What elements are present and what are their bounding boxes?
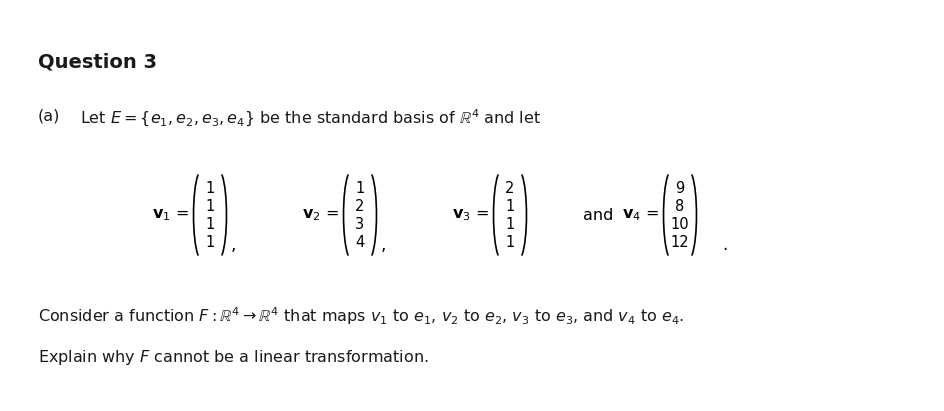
- Text: 1: 1: [205, 217, 214, 231]
- Text: 1: 1: [505, 199, 514, 213]
- Text: 3: 3: [355, 217, 364, 231]
- Text: and: and: [582, 208, 613, 222]
- Text: 10: 10: [670, 217, 688, 231]
- Text: Explain why $F$ cannot be a linear transformation.: Explain why $F$ cannot be a linear trans…: [38, 348, 429, 367]
- Text: ,: ,: [380, 236, 386, 254]
- Text: Let $E = \{e_1, e_2, e_3, e_4\}$ be the standard basis of $\mathbb{R}^4$ and let: Let $E = \{e_1, e_2, e_3, e_4\}$ be the …: [80, 108, 541, 129]
- Text: $\mathbf{v}_4$ =: $\mathbf{v}_4$ =: [621, 207, 658, 223]
- Text: 1: 1: [505, 217, 514, 231]
- Text: 12: 12: [670, 235, 688, 249]
- Text: 1: 1: [205, 180, 214, 196]
- Text: Consider a function $F : \mathbb{R}^4 \rightarrow \mathbb{R}^4$ that maps $\math: Consider a function $F : \mathbb{R}^4 \r…: [38, 305, 683, 327]
- Text: 1: 1: [505, 235, 514, 249]
- Text: 9: 9: [675, 180, 683, 196]
- Text: .: .: [721, 236, 727, 254]
- Text: 8: 8: [675, 199, 683, 213]
- Text: 4: 4: [355, 235, 364, 249]
- Text: $\mathbf{v}_1$ =: $\mathbf{v}_1$ =: [152, 207, 189, 223]
- Text: ,: ,: [230, 236, 236, 254]
- Text: (a): (a): [38, 108, 60, 123]
- Text: 1: 1: [205, 235, 214, 249]
- Text: 1: 1: [355, 180, 364, 196]
- Text: 1: 1: [205, 199, 214, 213]
- Text: 2: 2: [355, 199, 364, 213]
- Text: $\mathbf{v}_3$ =: $\mathbf{v}_3$ =: [451, 207, 488, 223]
- Text: Question 3: Question 3: [38, 52, 157, 71]
- Text: $\mathbf{v}_2$ =: $\mathbf{v}_2$ =: [302, 207, 339, 223]
- Text: 2: 2: [505, 180, 514, 196]
